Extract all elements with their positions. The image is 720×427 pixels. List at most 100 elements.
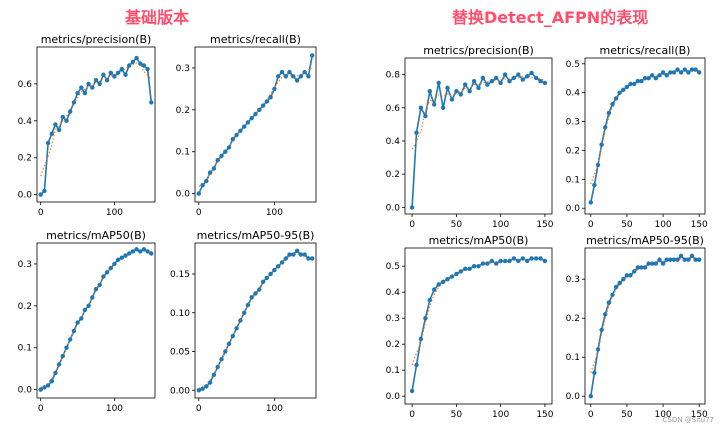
chart-3-point — [127, 251, 132, 256]
chart-3-point — [56, 362, 62, 367]
chart-2-xtick-label: 100 — [266, 208, 283, 218]
chart-1-ytick-label: 0.4 — [18, 117, 33, 127]
chart-7-point — [538, 256, 543, 261]
chart-5-title: metrics/precision(B) — [423, 44, 534, 57]
chart-5-xtick-label: 50 — [451, 220, 463, 230]
chart-8-point — [621, 277, 626, 282]
chart-4-ytick-label: 0.10 — [170, 309, 190, 319]
chart-4-point — [287, 252, 292, 257]
chart-6-point — [599, 142, 604, 147]
chart-6-point — [592, 182, 597, 188]
chart-8-point — [650, 261, 655, 266]
chart-7-smooth-line — [411, 258, 545, 366]
chart-3-point — [79, 316, 84, 321]
chart-3-point — [90, 295, 95, 300]
chart-3-point — [42, 385, 47, 390]
chart-2-point — [264, 99, 269, 104]
chart-3-point — [60, 353, 65, 359]
chart-7-point — [485, 261, 490, 266]
chart-4-point — [238, 318, 243, 323]
chart-4-point — [207, 380, 213, 385]
chart-3-ytick-label: 0.1 — [18, 344, 32, 354]
chart-4-point — [268, 271, 273, 277]
chart-2-point — [279, 69, 285, 75]
chart-5-point — [458, 92, 463, 97]
chart-7-point — [498, 258, 503, 264]
chart-4-point — [279, 260, 285, 265]
chart-5-ytick-label: 0.0 — [386, 203, 401, 213]
chart-5-frame — [404, 57, 553, 215]
chart-8-series-line — [590, 254, 700, 397]
chart-6-point — [657, 73, 662, 78]
chart-1-point — [82, 90, 88, 96]
chart-8-point — [617, 280, 622, 286]
chart-7-point — [463, 266, 468, 271]
chart-2-point — [287, 69, 292, 75]
chart-4-point — [249, 295, 254, 300]
chart-6-point — [697, 70, 702, 75]
chart-3-point — [68, 337, 73, 342]
chart-2-point — [223, 149, 228, 154]
chart-6-point — [686, 70, 691, 75]
chart-8-point — [595, 347, 601, 352]
chart-5-point — [502, 72, 508, 77]
chart-2-point — [260, 103, 266, 108]
chart-8-xtick-label: 0 — [588, 410, 594, 420]
chart-2-point — [276, 74, 281, 79]
chart-2-point — [268, 95, 273, 100]
chart-4-point — [245, 302, 251, 308]
chart-1-point — [60, 114, 65, 120]
chart-7-xtick-label: 50 — [451, 410, 463, 420]
chart-1-point — [145, 66, 150, 72]
chart-2-point — [230, 137, 235, 142]
chart-7-point — [467, 266, 472, 271]
chart-1-point — [112, 74, 117, 79]
chart-8-frame — [584, 247, 706, 405]
chart-6-point — [603, 125, 608, 130]
chart-3-point — [64, 345, 69, 350]
chart-4-point — [310, 256, 315, 261]
chart-2-point — [242, 124, 247, 129]
chart-8-xtick-label: 150 — [691, 410, 708, 420]
chart-1-point — [75, 90, 80, 96]
chart-5-point — [511, 75, 517, 81]
chart-5-point — [454, 89, 459, 94]
chart-5-point — [516, 72, 521, 77]
chart-2-point — [245, 120, 251, 125]
chart-1-frame — [36, 46, 156, 203]
chart-5-point — [463, 82, 468, 87]
chart-3-point — [149, 251, 154, 256]
chart-1-point — [90, 85, 95, 90]
chart-3-point — [112, 261, 117, 267]
chart-5-point — [445, 85, 450, 91]
chart-3-point — [45, 383, 51, 388]
chart-1-point — [134, 55, 139, 61]
chart-3-point — [115, 257, 121, 262]
chart-2-point — [234, 132, 239, 138]
chart-6-xtick-label: 50 — [621, 220, 633, 230]
chart-4-point — [253, 291, 258, 296]
chart-5-point — [423, 113, 428, 119]
chart-1-point — [45, 140, 51, 146]
chart-8-point — [678, 253, 684, 258]
chart-1-ytick-label: 0.2 — [18, 154, 32, 164]
chart-2-title: metrics/recall(B) — [210, 33, 301, 46]
chart-7-ytick-label: 0.3 — [386, 314, 400, 324]
chart-6-point — [628, 81, 633, 87]
chart-3-xtick-label: 0 — [38, 404, 44, 414]
chart-5-point — [489, 79, 494, 84]
chart-2-point — [249, 116, 254, 121]
chart-8-point — [660, 261, 666, 266]
chart-2-ytick-label: 0.1 — [176, 148, 190, 158]
chart-3-point — [108, 265, 114, 271]
chart-1-ytick-label: 0.0 — [18, 191, 33, 201]
chart-5-point — [418, 105, 424, 111]
chart-3-point — [75, 320, 80, 325]
chart-3-point — [53, 370, 58, 376]
chart-8-point — [610, 292, 615, 297]
chart-7-point — [471, 264, 477, 269]
chart-5-smooth-line — [411, 75, 546, 150]
chart-5-point — [480, 75, 486, 81]
chart-5-ytick-label: 0.6 — [386, 104, 401, 114]
chart-6-title: metrics/recall(B) — [600, 44, 691, 57]
